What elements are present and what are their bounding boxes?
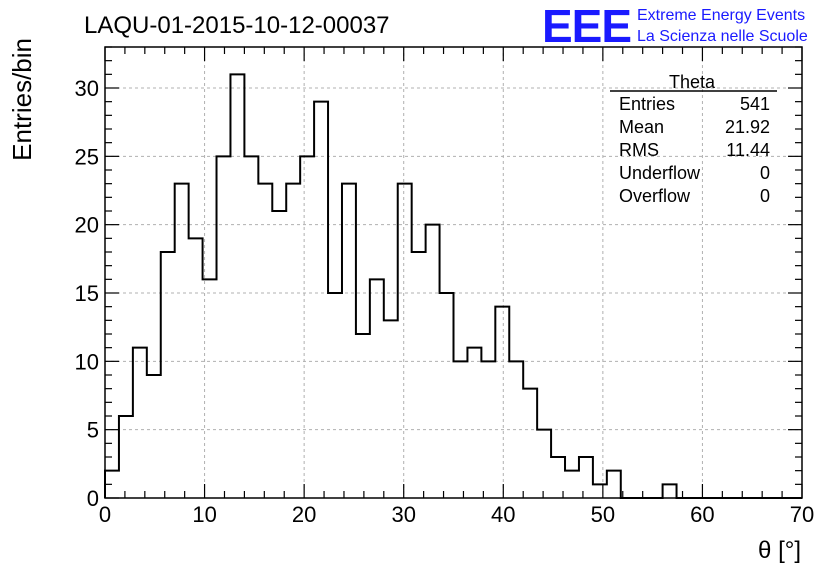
stats-row-value: 0 bbox=[760, 186, 770, 206]
y-tick-label: 25 bbox=[75, 144, 99, 169]
stats-row-value: 21.92 bbox=[725, 117, 770, 137]
y-tick-labels: 0 5 10 15 20 25 30 bbox=[75, 76, 99, 511]
y-tick-label: 30 bbox=[75, 76, 99, 101]
y-tick-label: 0 bbox=[87, 486, 99, 511]
histogram-bin bbox=[217, 156, 231, 498]
histogram-bin bbox=[342, 184, 356, 498]
eee-logo: EEE bbox=[542, 0, 631, 52]
histogram-bin bbox=[119, 416, 133, 498]
histogram-bin bbox=[537, 430, 551, 498]
histogram-bin bbox=[454, 361, 468, 498]
y-tick-label: 15 bbox=[75, 281, 99, 306]
histogram-bin bbox=[175, 184, 189, 498]
histogram-bin bbox=[440, 293, 454, 498]
stats-row-value: 0 bbox=[760, 163, 770, 183]
histogram-bin bbox=[663, 484, 677, 498]
plot-frame bbox=[104, 46, 803, 499]
x-axis-label: θ [°] bbox=[758, 537, 801, 564]
stats-box: Theta Entries 541 Mean 21.92 RMS 11.44 Underfl… bbox=[610, 72, 777, 206]
histogram-bin bbox=[523, 389, 537, 498]
histogram-bin bbox=[314, 102, 328, 498]
histogram-bin bbox=[426, 225, 440, 498]
histogram-bin bbox=[593, 484, 607, 498]
histogram-bin bbox=[230, 74, 244, 498]
stats-row-label: Overflow bbox=[619, 186, 691, 206]
stats-row-value: 11.44 bbox=[726, 140, 770, 160]
x-tick-label: 50 bbox=[591, 502, 615, 527]
histogram-bin bbox=[272, 211, 286, 498]
x-tick-label: 70 bbox=[790, 502, 814, 527]
x-tick-labels: 0 10 20 30 40 50 60 70 bbox=[99, 502, 814, 527]
x-tick-label: 0 bbox=[99, 502, 111, 527]
histogram-bin bbox=[607, 471, 621, 498]
chart-title: LAQU-01-2015-10-12-00037 bbox=[84, 12, 390, 39]
histogram-bin bbox=[495, 307, 509, 498]
histogram-bin bbox=[258, 184, 272, 498]
stats-row-label: Mean bbox=[619, 117, 664, 137]
stats-row-label: Underflow bbox=[619, 163, 701, 183]
x-tick-label: 20 bbox=[292, 502, 316, 527]
histogram-bin bbox=[286, 184, 300, 498]
histogram-bin bbox=[398, 184, 412, 498]
x-tick-label: 60 bbox=[690, 502, 714, 527]
x-tick-label: 30 bbox=[391, 502, 415, 527]
stats-row-value: 541 bbox=[740, 94, 770, 114]
histogram-bin bbox=[189, 238, 203, 498]
histogram-bin bbox=[203, 279, 217, 498]
y-axis-label: Entries/bin bbox=[7, 38, 37, 161]
y-tick-label: 20 bbox=[75, 213, 99, 238]
x-tick-label: 10 bbox=[192, 502, 216, 527]
histogram-bin bbox=[161, 252, 175, 498]
histogram-bin bbox=[244, 156, 258, 498]
stats-rows: Entries 541 Mean 21.92 RMS 11.44 Underflow 0 Ove… bbox=[619, 94, 770, 206]
histogram-bin bbox=[467, 348, 481, 498]
x-tick-label: 40 bbox=[491, 502, 515, 527]
histogram-bin bbox=[147, 375, 161, 498]
histogram-bin bbox=[509, 361, 523, 498]
histogram-bin bbox=[328, 293, 342, 498]
axes bbox=[104, 46, 803, 499]
logo-line-1: Extreme Energy Events bbox=[637, 7, 805, 24]
y-tick-label: 5 bbox=[87, 418, 99, 443]
stats-title: Theta bbox=[669, 72, 716, 92]
histogram-bin bbox=[565, 471, 579, 498]
histogram-bin bbox=[481, 361, 495, 498]
histogram-bin bbox=[384, 320, 398, 498]
histogram-bin bbox=[412, 252, 426, 498]
histogram-bin bbox=[300, 156, 314, 498]
stats-row-label: Entries bbox=[619, 94, 675, 114]
histogram-bin bbox=[356, 334, 370, 498]
histogram-steps bbox=[104, 73, 802, 499]
histogram-bin bbox=[133, 348, 147, 498]
histogram-bin bbox=[579, 457, 593, 498]
y-tick-label: 10 bbox=[75, 349, 99, 374]
stats-row-label: RMS bbox=[619, 140, 659, 160]
logo-line-2: La Scienza nelle Scuole bbox=[637, 28, 808, 45]
histogram-bin bbox=[370, 279, 384, 498]
